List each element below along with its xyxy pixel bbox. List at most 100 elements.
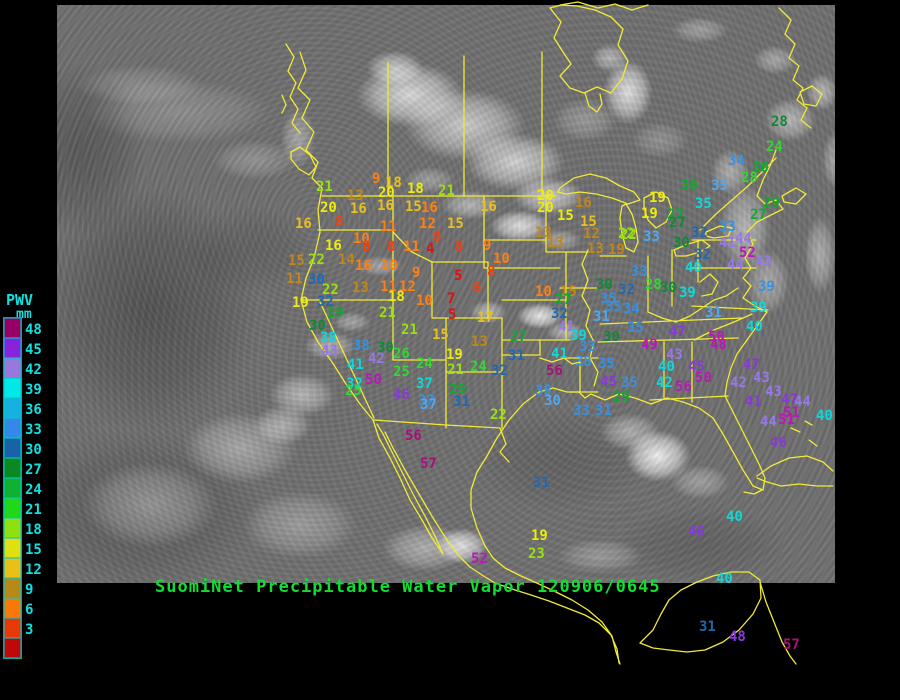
- station-value: 17: [477, 310, 494, 326]
- station-value: 29: [449, 382, 466, 398]
- station-value: 19: [292, 295, 309, 311]
- station-value: 33: [579, 339, 596, 355]
- station-value: 27: [667, 207, 684, 223]
- station-value: 31: [705, 305, 722, 321]
- station-value: 13: [352, 280, 369, 296]
- station-value: 16: [421, 200, 438, 216]
- station-value: 16: [377, 198, 394, 214]
- station-value: 39: [570, 328, 587, 344]
- colorbar-label: 24: [25, 482, 42, 498]
- station-value: 8: [362, 239, 371, 255]
- station-value: 28: [771, 114, 788, 130]
- station-value: 13: [471, 334, 488, 350]
- colorbar-swatch: [4, 398, 21, 418]
- station-value: 11: [380, 279, 397, 295]
- station-value: 51: [778, 412, 795, 428]
- station-value: 15: [432, 327, 449, 343]
- colorbar-swatch: [4, 638, 21, 658]
- station-value: 12: [419, 216, 436, 232]
- station-value: 42: [730, 375, 747, 391]
- colorbar-swatch: [4, 498, 21, 518]
- station-value: 22: [308, 252, 325, 268]
- colorbar-label: 3: [25, 622, 34, 638]
- station-value: 16: [350, 201, 367, 217]
- colorbar-swatch: [4, 538, 21, 558]
- station-value: 10: [353, 231, 370, 247]
- station-value: 10: [381, 258, 398, 274]
- station-value: 14: [338, 252, 355, 268]
- station-value: 5: [454, 268, 463, 284]
- station-value: 40: [685, 260, 702, 276]
- station-value: 41: [719, 235, 736, 251]
- station-value: 32: [346, 376, 363, 392]
- station-value: 27: [669, 215, 686, 231]
- station-value: 33: [573, 403, 590, 419]
- station-value: 50: [365, 372, 382, 388]
- colorbar-swatch: [4, 438, 21, 458]
- station-value: 46: [688, 524, 705, 540]
- station-value: 32: [691, 225, 708, 241]
- station-value: 33: [643, 229, 660, 245]
- station-value: 31: [595, 403, 612, 419]
- station-value: 47: [781, 392, 798, 408]
- station-value: 38: [353, 338, 370, 354]
- station-value: 32: [694, 247, 711, 263]
- colorbar-label: 21: [25, 502, 42, 518]
- colorbar-swatch: [4, 478, 21, 498]
- station-value: 57: [783, 637, 800, 653]
- station-value: 29: [763, 195, 780, 211]
- station-value: 20: [537, 188, 554, 204]
- station-value: 15: [560, 284, 577, 300]
- colorbar-swatch: [4, 618, 21, 638]
- colorbar-label: 45: [25, 342, 42, 358]
- station-value: 30: [752, 160, 769, 176]
- station-value: 43: [753, 370, 770, 386]
- station-value: 34: [728, 153, 745, 169]
- station-value: 9: [483, 238, 492, 254]
- station-value: 41: [551, 346, 568, 362]
- station-value: 8: [487, 264, 496, 280]
- station-value: 31: [699, 619, 716, 635]
- station-value: 42: [656, 375, 673, 391]
- station-value: 35: [711, 178, 728, 194]
- station-value: 37: [418, 393, 435, 409]
- station-value: 50: [695, 370, 712, 386]
- station-value: 38: [575, 354, 592, 370]
- station-value: 32: [551, 306, 568, 322]
- station-value: 40: [716, 571, 733, 587]
- station-value: 22: [618, 226, 635, 242]
- station-value: 31: [533, 475, 550, 491]
- station-value: 38: [535, 383, 552, 399]
- station-value: 57: [420, 456, 437, 472]
- station-value: 39: [750, 300, 767, 316]
- station-value: 56: [405, 428, 422, 444]
- station-value: 18: [407, 181, 424, 197]
- station-value: 56: [675, 379, 692, 395]
- station-value: 30: [603, 329, 620, 345]
- station-value: 32: [491, 363, 508, 379]
- station-value: 30: [308, 272, 325, 288]
- colorbar-swatch: [4, 418, 21, 438]
- station-value: 51: [783, 405, 800, 421]
- station-value: 43: [666, 347, 683, 363]
- station-value: 16: [325, 238, 342, 254]
- station-value: 18: [388, 289, 405, 305]
- station-value: 10: [416, 293, 433, 309]
- station-value: 13: [347, 188, 364, 204]
- station-value: 19: [531, 528, 548, 544]
- colorbar-swatch: [4, 378, 21, 398]
- colorbar-label: 33: [25, 422, 42, 438]
- station-value: 43: [321, 343, 338, 359]
- ocean-shading: [57, 30, 170, 270]
- station-value: 46: [770, 435, 787, 451]
- station-value: 8: [433, 229, 442, 245]
- station-value: 26: [393, 346, 410, 362]
- station-value: 8: [335, 214, 344, 230]
- station-value: 32: [618, 282, 635, 298]
- station-value: 23: [528, 546, 545, 562]
- station-value: 19: [641, 206, 658, 222]
- station-value: 30: [596, 277, 613, 293]
- station-value: 42: [368, 351, 385, 367]
- station-value: 39: [679, 285, 696, 301]
